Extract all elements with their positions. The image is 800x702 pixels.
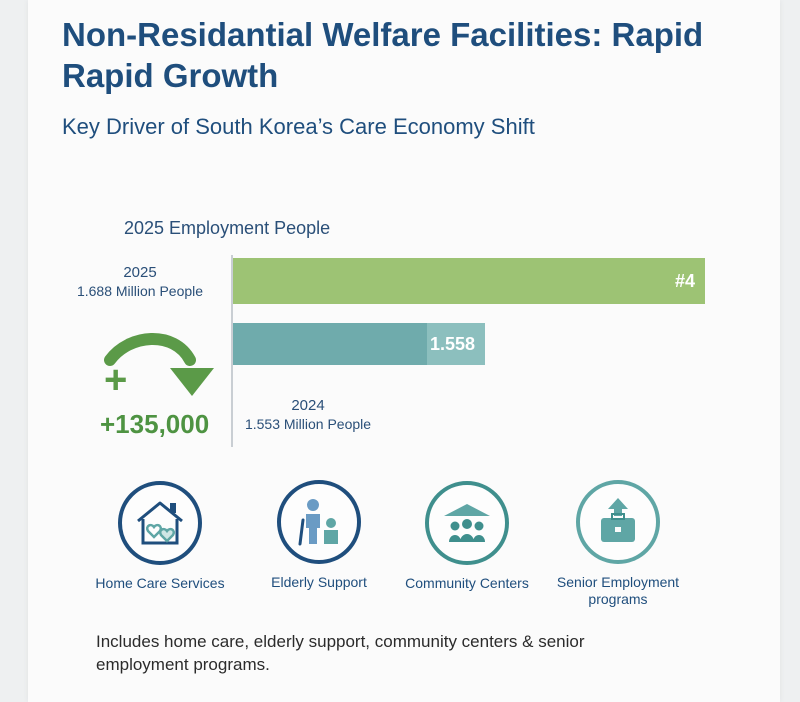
house-hearts-icon — [118, 481, 202, 565]
curved-arrow-icon — [104, 333, 214, 396]
plus-sign: + — [104, 358, 128, 402]
bar-2024-shade — [233, 323, 428, 365]
label-2025-year: 2025 — [123, 264, 157, 281]
footer-note: Includes home care, elderly support, com… — [96, 632, 585, 674]
category-elderly-support: Elderly Support — [244, 480, 394, 591]
label-2024-value: 1.553 Million People — [244, 416, 372, 432]
community-center-icon — [425, 481, 509, 565]
category-label-home-care: Home Care Services — [95, 575, 225, 591]
bar-2025: #4 — [233, 258, 705, 304]
label-2025-value: 1.688 Million People — [76, 283, 204, 299]
chart-axis — [231, 255, 233, 447]
elderly-person-icon — [277, 480, 361, 564]
bar-2024-badge: 1.558 — [429, 334, 475, 354]
chart-heading: 2025 Employment People — [124, 218, 331, 238]
category-label-community-centers: Community Centers — [405, 575, 529, 591]
bar-2025-badge: #4 — [674, 271, 695, 291]
category-label-senior-employment: Senior Employment programs — [556, 574, 680, 607]
category-community-centers: Community Centers — [392, 481, 542, 592]
label-2025: 2025 1.688 Million People — [60, 264, 220, 300]
label-2024-year: 2024 — [291, 397, 325, 414]
category-label-elderly-support: Elderly Support — [271, 574, 367, 590]
category-home-care: Home Care Services — [85, 481, 235, 592]
page-subtitle: Key Driver of South Korea’s Care Economy… — [62, 114, 535, 139]
page-title: Non-Residantial Welfare Facilities: Rapi… — [62, 16, 704, 94]
growth-value: +135,000 — [100, 409, 210, 439]
bar-2024: 1.558 — [233, 323, 485, 365]
label-2024: 2024 1.553 Million People — [228, 397, 388, 433]
briefcase-icon — [576, 480, 660, 564]
category-senior-employment: Senior Employment programs — [543, 480, 693, 608]
